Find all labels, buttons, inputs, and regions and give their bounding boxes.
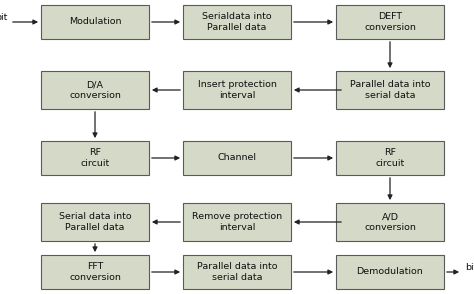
Bar: [183, 203, 291, 241]
Bar: [336, 141, 444, 175]
Bar: [183, 255, 291, 289]
Bar: [336, 71, 444, 109]
Text: Parallel data into
serial data: Parallel data into serial data: [197, 262, 277, 282]
Text: bit: bit: [465, 263, 474, 271]
Bar: [183, 71, 291, 109]
Text: Insert protection
interval: Insert protection interval: [198, 80, 276, 100]
Text: Parallel data into
serial data: Parallel data into serial data: [350, 80, 430, 100]
Bar: [41, 203, 149, 241]
Bar: [183, 5, 291, 39]
Bar: [41, 255, 149, 289]
Text: bit: bit: [0, 13, 8, 21]
Bar: [336, 255, 444, 289]
Text: Serial data into
Parallel data: Serial data into Parallel data: [59, 212, 131, 232]
Text: Remove protection
interval: Remove protection interval: [192, 212, 282, 232]
Text: A/D
conversion: A/D conversion: [364, 212, 416, 232]
Bar: [41, 71, 149, 109]
Bar: [336, 203, 444, 241]
Bar: [41, 141, 149, 175]
Text: Channel: Channel: [218, 153, 256, 163]
Text: DEFT
conversion: DEFT conversion: [364, 12, 416, 32]
Text: D/A
conversion: D/A conversion: [69, 80, 121, 100]
Bar: [41, 5, 149, 39]
Text: Serialdata into
Parallel data: Serialdata into Parallel data: [202, 12, 272, 32]
Text: RF
circuit: RF circuit: [81, 148, 109, 168]
Text: Demodulation: Demodulation: [356, 268, 423, 276]
Bar: [336, 5, 444, 39]
Text: FFT
conversion: FFT conversion: [69, 262, 121, 282]
Bar: [183, 141, 291, 175]
Text: Modulation: Modulation: [69, 18, 121, 26]
Text: RF
circuit: RF circuit: [375, 148, 405, 168]
